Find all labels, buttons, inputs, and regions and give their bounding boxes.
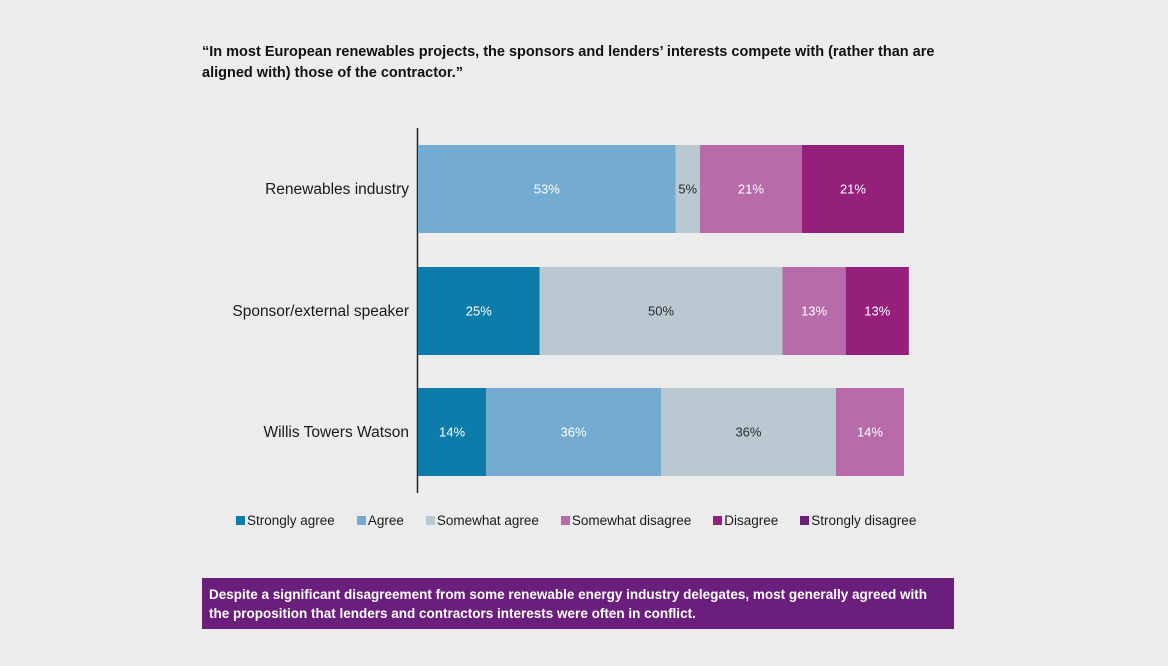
legend-label: Disagree <box>724 512 779 528</box>
bar-segment <box>835 388 904 476</box>
data-label: 25% <box>466 304 492 319</box>
legend-swatch <box>356 515 366 525</box>
legend-swatch <box>560 515 570 525</box>
legend-item: Agree <box>356 512 404 528</box>
chart-title: “In most European renewables projects, t… <box>202 44 935 81</box>
category-label: Sponsor/external speaker <box>232 303 409 320</box>
data-label: 21% <box>738 182 764 197</box>
legend-label: Somewhat agree <box>436 512 539 528</box>
bar-segment <box>675 145 700 233</box>
category-label: Renewables industry <box>265 181 409 198</box>
legend-swatch <box>425 515 435 525</box>
legend-label: Somewhat disagree <box>571 512 692 528</box>
legend-item: Somewhat agree <box>425 512 539 528</box>
bar-segment <box>486 388 661 476</box>
bar-segment <box>845 267 909 355</box>
bar-segment <box>782 267 846 355</box>
data-label: 50% <box>648 304 674 319</box>
legend-item: Strongly disagree <box>800 513 916 528</box>
bar-segment <box>661 388 836 476</box>
data-label: 36% <box>735 425 761 440</box>
bar-segment <box>418 145 676 233</box>
bar-segment <box>801 145 904 233</box>
legend-swatch <box>236 515 245 525</box>
legend-swatch <box>713 515 723 525</box>
data-label: 13% <box>864 304 890 319</box>
legend-item: Disagree <box>713 513 778 528</box>
bar-segment <box>418 388 487 476</box>
data-label: 13% <box>801 304 827 319</box>
legend: Strongly agree Agree Somewhat agree Somewha… <box>236 510 938 530</box>
bar-segment <box>699 145 802 233</box>
bar-segment <box>539 267 783 355</box>
legend-label: Strongly agree <box>247 512 335 528</box>
legend-label: Agree <box>367 512 404 528</box>
legend-label: Strongly disagree <box>811 512 917 528</box>
legend-item: Somewhat disagree <box>560 512 692 528</box>
data-label: 21% <box>840 182 866 197</box>
data-label: 14% <box>439 425 465 440</box>
legend-swatch <box>800 515 810 525</box>
stacked-bar-chart: Renewables industry 53% 5% 21% 21% Sponsor/ex… <box>232 128 909 493</box>
legend-item: Strongly agree <box>236 513 335 528</box>
bar-segment <box>418 267 540 355</box>
category-label: Willis Towers Watson <box>263 424 409 441</box>
data-label: 36% <box>561 425 587 440</box>
data-label: 53% <box>534 182 560 197</box>
callout-box: Despite a significant disagreement from … <box>202 578 954 629</box>
data-label: 5% <box>678 182 697 197</box>
data-label: 14% <box>857 425 883 440</box>
